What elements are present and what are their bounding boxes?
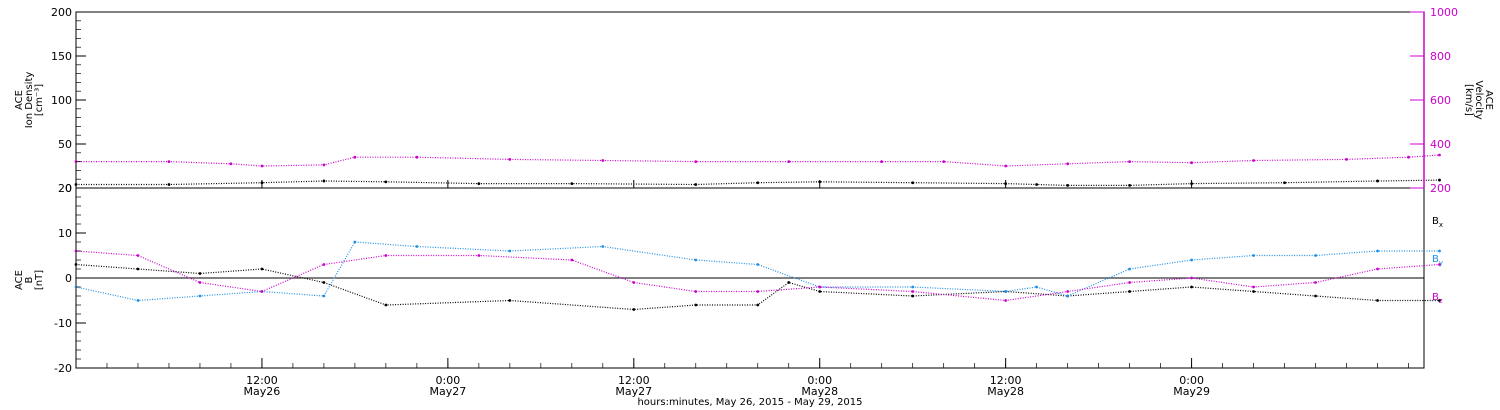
top-left-ytick-label-2: 100 bbox=[51, 94, 72, 107]
top-left-ylabel-line2: Ion Density bbox=[24, 72, 35, 129]
bottom-series-x-point-2 bbox=[198, 272, 202, 275]
bottom-series-y-point-17 bbox=[1190, 258, 1193, 262]
legend-by: By bbox=[1432, 254, 1443, 267]
top-series-1-point-7 bbox=[508, 158, 512, 161]
top-series-0-point-13 bbox=[1066, 183, 1070, 187]
top-series-1-point-18 bbox=[1345, 158, 1348, 161]
top-series-0-point-8 bbox=[756, 181, 760, 185]
top-series-1-point-12 bbox=[942, 160, 946, 164]
xtick-date-3: May28 bbox=[801, 385, 838, 398]
xtick-time-2: 12:00 bbox=[618, 374, 650, 387]
top-series-1-point-11 bbox=[880, 160, 884, 164]
xtick-date-5: May29 bbox=[1173, 385, 1210, 398]
xtick-time-3: 0:00 bbox=[807, 374, 832, 387]
xtick-date-1: May27 bbox=[429, 385, 466, 398]
top-series-1-point-17 bbox=[1252, 159, 1255, 162]
bottom-ytick-label-4: 20 bbox=[58, 182, 72, 195]
bottom-panel-data bbox=[74, 240, 1441, 311]
bottom-series-z-point-11 bbox=[818, 285, 822, 289]
xtick-time-1: 0:00 bbox=[436, 374, 461, 387]
legend-bx: Bx bbox=[1432, 216, 1443, 229]
bottom-series-y-point-20 bbox=[1376, 249, 1379, 253]
top-series-1-point-15 bbox=[1128, 160, 1132, 164]
top-series-1-point-3 bbox=[260, 164, 264, 168]
top-series-0-point-16 bbox=[1283, 181, 1286, 185]
top-left-ytick-label-4: 200 bbox=[51, 6, 72, 19]
bottom-ytick-label-3: 10 bbox=[58, 227, 72, 240]
legend-bz: Bz bbox=[1432, 292, 1443, 305]
bottom-series-x-line bbox=[75, 263, 1440, 311]
bottom-series-z-point-10 bbox=[756, 290, 760, 293]
top-right-ylabel: ACE Velocity [km/s] bbox=[1463, 80, 1494, 119]
bottom-ylabel-line2: B bbox=[24, 276, 35, 283]
bottom-series-z-point-12 bbox=[911, 290, 915, 293]
top-right-ylabel-line2: Velocity bbox=[1473, 80, 1484, 119]
bottom-series-y-point-18 bbox=[1252, 254, 1255, 257]
bottom-series-y-point-7 bbox=[508, 249, 512, 253]
top-left-ylabel-line1: ACE bbox=[14, 90, 25, 110]
xtick-date-2: May27 bbox=[615, 385, 652, 398]
bottom-series-y-point-6 bbox=[415, 245, 419, 248]
bottom-series-y-point-5 bbox=[353, 240, 357, 244]
top-series-1-point-10 bbox=[787, 160, 791, 164]
xtick-date-4: May28 bbox=[987, 385, 1024, 398]
xtick-time-4: 12:00 bbox=[990, 374, 1022, 387]
x-axis-label: hours:minutes, May 26, 2015 - May 29, 20… bbox=[637, 397, 862, 408]
bottom-series-x-point-3 bbox=[260, 267, 264, 271]
top-series-1-point-6 bbox=[415, 155, 419, 159]
top-right-ytick-label-3: 800 bbox=[1430, 50, 1451, 63]
legend: Bx By Bz bbox=[1432, 216, 1443, 305]
bottom-series-z-line bbox=[75, 250, 1440, 302]
top-panel-data bbox=[74, 153, 1441, 187]
bottom-series-x-point-15 bbox=[1128, 290, 1132, 293]
bottom-ytick-label-1: -10 bbox=[54, 317, 72, 330]
top-series-0-point-10 bbox=[911, 181, 915, 185]
top-left-ytick-label-0: 0 bbox=[65, 182, 72, 195]
bottom-series-y-point-10 bbox=[756, 263, 760, 266]
top-series-1-point-2 bbox=[229, 162, 233, 166]
top-left-ytick-label-3: 150 bbox=[51, 50, 72, 63]
top-series-0-point-4 bbox=[384, 180, 388, 184]
top-series-0-point-14 bbox=[1128, 183, 1132, 187]
top-right-ylabel-line3: [km/s] bbox=[1463, 84, 1474, 116]
top-series-0-point-18 bbox=[1438, 178, 1441, 182]
bottom-series-x-point-7 bbox=[632, 308, 636, 311]
xtick-date-0: May26 bbox=[244, 385, 281, 398]
bottom-left-ylabel: ACE B [nT] bbox=[14, 270, 45, 290]
top-series-0-point-7 bbox=[694, 183, 698, 186]
bottom-series-x-point-20 bbox=[1438, 299, 1441, 302]
xtick-time-0: 12:00 bbox=[246, 374, 278, 387]
bottom-series-x-point-12 bbox=[911, 294, 915, 298]
top-series-1-point-19 bbox=[1407, 155, 1410, 159]
bottom-series-y-point-19 bbox=[1314, 254, 1317, 257]
bottom-ylabel-line1: ACE bbox=[14, 270, 25, 290]
top-left-ytick-label-1: 50 bbox=[58, 138, 72, 151]
top-right-ytick-label-0: 200 bbox=[1430, 182, 1451, 195]
bottom-series-z-point-9 bbox=[694, 290, 698, 293]
bottom-ylabel-line3: [nT] bbox=[34, 270, 45, 290]
bottom-ytick-label-2: 0 bbox=[65, 272, 72, 285]
bottom-ytick-label-0: -20 bbox=[54, 362, 72, 375]
top-right-ytick-label-4: 1000 bbox=[1430, 6, 1458, 19]
bottom-series-x-point-6 bbox=[508, 299, 512, 302]
bottom-series-y-line bbox=[75, 241, 1440, 302]
bottom-series-x-point-1 bbox=[136, 267, 140, 271]
xtick-time-5: 0:00 bbox=[1179, 374, 1204, 387]
top-right-ylabel-line1: ACE bbox=[1483, 90, 1494, 110]
bottom-series-y-point-9 bbox=[694, 258, 698, 262]
bottom-series-x-point-8 bbox=[694, 303, 698, 307]
top-series-1-point-5 bbox=[353, 155, 357, 159]
top-series-1-line bbox=[76, 154, 1440, 167]
bottom-series-x-point-16 bbox=[1190, 285, 1193, 289]
top-left-ylabel-line3: [cm⁻³] bbox=[34, 84, 45, 116]
top-series-1-point-16 bbox=[1190, 161, 1193, 165]
axis-ticks: 0 50 100 150 200 200 400 600 800 1000 -20 -10 0 10 20 1… bbox=[51, 6, 1458, 398]
top-series-0-point-17 bbox=[1376, 179, 1379, 183]
top-right-ytick-label-2: 600 bbox=[1430, 94, 1451, 107]
top-right-ytick-label-1: 400 bbox=[1430, 138, 1451, 151]
bottom-series-z-point-7 bbox=[570, 258, 574, 262]
top-left-ylabel: ACE Ion Density [cm⁻³] bbox=[14, 72, 45, 129]
